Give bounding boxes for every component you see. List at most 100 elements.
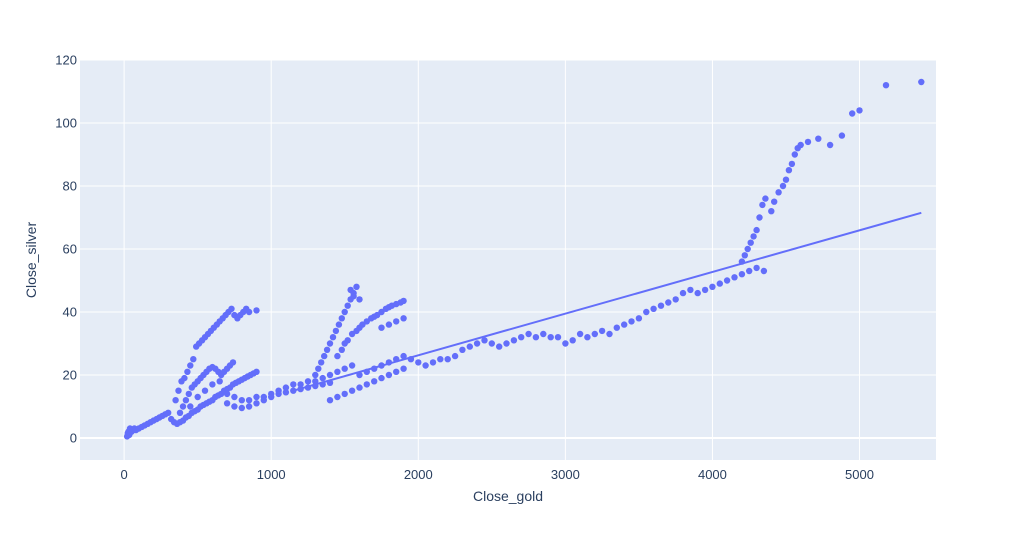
data-point xyxy=(679,289,687,297)
data-point xyxy=(540,330,547,338)
data-point xyxy=(547,334,554,341)
data-point xyxy=(229,359,237,366)
data-point xyxy=(791,151,798,158)
trend-line xyxy=(293,211,922,392)
data-point xyxy=(341,365,348,372)
data-point xyxy=(304,378,312,385)
data-point xyxy=(312,371,319,379)
data-point xyxy=(223,390,231,398)
data-point xyxy=(753,226,760,234)
data-point xyxy=(194,393,201,401)
y-tick-label: 120 xyxy=(55,53,77,68)
data-point xyxy=(444,356,451,363)
data-point xyxy=(332,327,340,335)
data-point xyxy=(378,324,385,331)
data-point xyxy=(753,264,760,272)
data-point xyxy=(231,393,238,401)
data-point xyxy=(329,334,337,341)
data-point xyxy=(723,277,731,284)
data-point xyxy=(466,343,473,350)
data-point xyxy=(744,245,751,253)
data-point xyxy=(297,381,304,388)
data-point xyxy=(201,387,209,394)
data-point xyxy=(385,371,393,379)
data-point xyxy=(334,393,341,401)
data-point xyxy=(750,233,757,240)
data-point xyxy=(253,393,260,401)
data-point xyxy=(187,362,194,369)
data-point xyxy=(393,318,400,325)
data-point xyxy=(768,208,775,215)
data-point xyxy=(319,374,326,382)
data-point xyxy=(181,374,188,382)
data-point xyxy=(172,397,179,404)
data-point xyxy=(393,368,400,375)
data-point xyxy=(532,334,540,341)
data-point xyxy=(849,110,856,117)
data-point xyxy=(176,409,184,416)
data-point xyxy=(315,365,322,372)
data-point xyxy=(378,374,385,382)
data-point xyxy=(184,368,191,375)
data-point xyxy=(584,334,591,341)
data-point xyxy=(245,397,253,404)
data-point xyxy=(459,346,466,353)
data-point xyxy=(635,315,643,322)
data-point xyxy=(179,403,187,410)
x-tick-label: 1000 xyxy=(257,467,286,482)
data-point xyxy=(650,305,657,312)
data-point xyxy=(338,346,345,353)
data-point xyxy=(209,381,216,388)
data-point xyxy=(245,403,253,410)
data-point xyxy=(779,182,787,190)
data-point xyxy=(228,305,235,312)
data-point xyxy=(335,321,343,328)
data-point xyxy=(451,352,459,360)
data-point xyxy=(687,286,694,294)
data-point xyxy=(334,352,341,360)
data-point xyxy=(353,283,360,290)
data-point xyxy=(400,365,407,372)
data-point xyxy=(175,387,182,394)
data-point xyxy=(415,359,422,366)
data-points xyxy=(123,78,925,440)
data-point xyxy=(496,343,503,350)
data-point xyxy=(760,267,768,275)
data-point xyxy=(738,271,746,278)
data-point xyxy=(481,337,488,344)
x-tick-label: 5000 xyxy=(845,467,874,482)
data-point xyxy=(762,195,769,202)
data-point xyxy=(488,340,495,347)
data-point xyxy=(665,299,672,306)
data-point xyxy=(804,138,812,146)
data-point xyxy=(785,167,793,174)
data-point xyxy=(815,135,822,142)
data-point xyxy=(290,381,297,388)
data-point xyxy=(613,324,620,331)
data-point xyxy=(782,176,790,183)
data-point xyxy=(554,334,562,341)
data-point xyxy=(323,346,331,353)
data-point xyxy=(628,318,635,325)
data-point xyxy=(190,356,197,363)
data-point xyxy=(350,293,357,300)
x-tick-label: 0 xyxy=(121,467,128,482)
data-point xyxy=(746,267,753,275)
data-point xyxy=(422,362,429,369)
data-point xyxy=(756,214,763,221)
data-point xyxy=(338,315,345,322)
x-axis-title: Close_gold xyxy=(473,488,543,504)
y-tick-labels: 0 20 40 60 80 100 120 xyxy=(55,53,77,446)
data-point xyxy=(473,340,481,347)
data-point xyxy=(429,359,437,366)
data-point xyxy=(856,107,863,114)
data-point xyxy=(838,132,846,139)
y-tick-label: 80 xyxy=(63,178,77,193)
data-point xyxy=(347,286,354,294)
data-point xyxy=(576,330,584,338)
data-point xyxy=(165,409,172,416)
data-point xyxy=(657,302,665,309)
data-point xyxy=(326,371,334,379)
data-point xyxy=(621,321,628,328)
